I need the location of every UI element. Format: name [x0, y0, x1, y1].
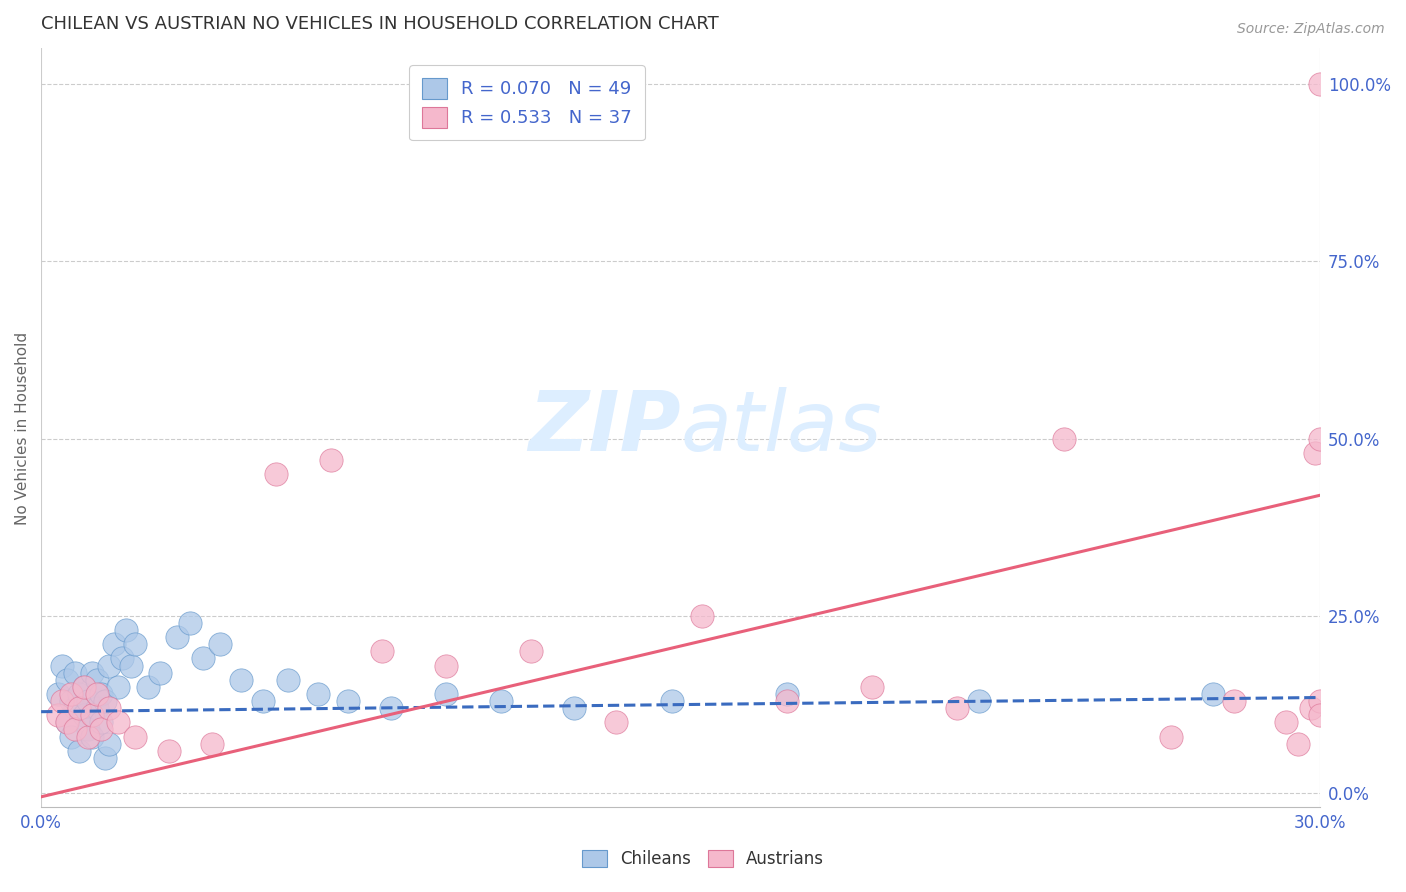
Point: [690, 609, 713, 624]
Point: [1309, 77, 1331, 91]
Point: [90, 715, 112, 730]
Point: [90, 723, 112, 737]
Point: [69, 701, 91, 715]
Point: [1223, 694, 1246, 708]
Point: [82, 665, 104, 680]
Point: [77, 694, 100, 708]
Point: [1309, 708, 1331, 723]
Point: [59, 694, 82, 708]
Point: [107, 715, 129, 730]
Point: [77, 723, 100, 737]
Point: [94, 694, 117, 708]
Point: [166, 630, 188, 644]
Point: [1286, 737, 1309, 751]
Point: [200, 737, 222, 751]
Point: [46, 687, 69, 701]
Text: ZIP: ZIP: [527, 387, 681, 468]
Point: [120, 658, 142, 673]
Point: [520, 644, 543, 658]
Point: [252, 694, 274, 708]
Point: [107, 680, 129, 694]
Point: [231, 673, 253, 687]
Point: [63, 723, 86, 737]
Point: [776, 694, 799, 708]
Point: [124, 730, 146, 744]
Point: [336, 694, 359, 708]
Point: [157, 744, 180, 758]
Point: [63, 665, 86, 680]
Point: [605, 715, 627, 730]
Point: [149, 665, 172, 680]
Point: [77, 730, 100, 744]
Point: [380, 701, 402, 715]
Point: [1053, 432, 1076, 446]
Point: [59, 687, 82, 701]
Point: [86, 687, 108, 701]
Point: [277, 673, 299, 687]
Text: CHILEAN VS AUSTRIAN NO VEHICLES IN HOUSEHOLD CORRELATION CHART: CHILEAN VS AUSTRIAN NO VEHICLES IN HOUSE…: [41, 15, 718, 33]
Point: [1160, 730, 1182, 744]
Legend: Chileans, Austrians: Chileans, Austrians: [575, 843, 831, 875]
Point: [860, 680, 883, 694]
Point: [55, 715, 77, 730]
Point: [1274, 715, 1296, 730]
Point: [491, 694, 513, 708]
Point: [98, 737, 121, 751]
Point: [73, 708, 96, 723]
Y-axis label: No Vehicles in Household: No Vehicles in Household: [15, 332, 30, 524]
Point: [73, 680, 96, 694]
Point: [103, 637, 125, 651]
Text: atlas: atlas: [681, 387, 882, 468]
Point: [55, 673, 77, 687]
Point: [1202, 687, 1225, 701]
Point: [1305, 446, 1327, 460]
Point: [98, 701, 121, 715]
Point: [1309, 694, 1331, 708]
Point: [946, 701, 969, 715]
Point: [319, 453, 342, 467]
Point: [1301, 701, 1323, 715]
Point: [90, 687, 112, 701]
Point: [51, 658, 73, 673]
Point: [434, 658, 457, 673]
Point: [59, 730, 82, 744]
Point: [1309, 432, 1331, 446]
Point: [179, 615, 201, 630]
Point: [63, 701, 86, 715]
Point: [115, 623, 138, 637]
Point: [86, 701, 108, 715]
Point: [136, 680, 159, 694]
Point: [69, 744, 91, 758]
Point: [967, 694, 990, 708]
Point: [94, 751, 117, 765]
Point: [55, 715, 77, 730]
Point: [562, 701, 585, 715]
Point: [776, 687, 799, 701]
Legend: R = 0.070   N = 49, R = 0.533   N = 37: R = 0.070 N = 49, R = 0.533 N = 37: [409, 65, 645, 140]
Text: Source: ZipAtlas.com: Source: ZipAtlas.com: [1237, 22, 1385, 37]
Point: [124, 637, 146, 651]
Point: [86, 673, 108, 687]
Point: [73, 680, 96, 694]
Point: [82, 708, 104, 723]
Point: [46, 708, 69, 723]
Point: [82, 730, 104, 744]
Point: [111, 651, 134, 665]
Point: [371, 644, 394, 658]
Point: [209, 637, 232, 651]
Point: [98, 658, 121, 673]
Point: [191, 651, 214, 665]
Point: [434, 687, 457, 701]
Point: [69, 687, 91, 701]
Point: [661, 694, 683, 708]
Point: [51, 694, 73, 708]
Point: [264, 467, 287, 481]
Point: [307, 687, 329, 701]
